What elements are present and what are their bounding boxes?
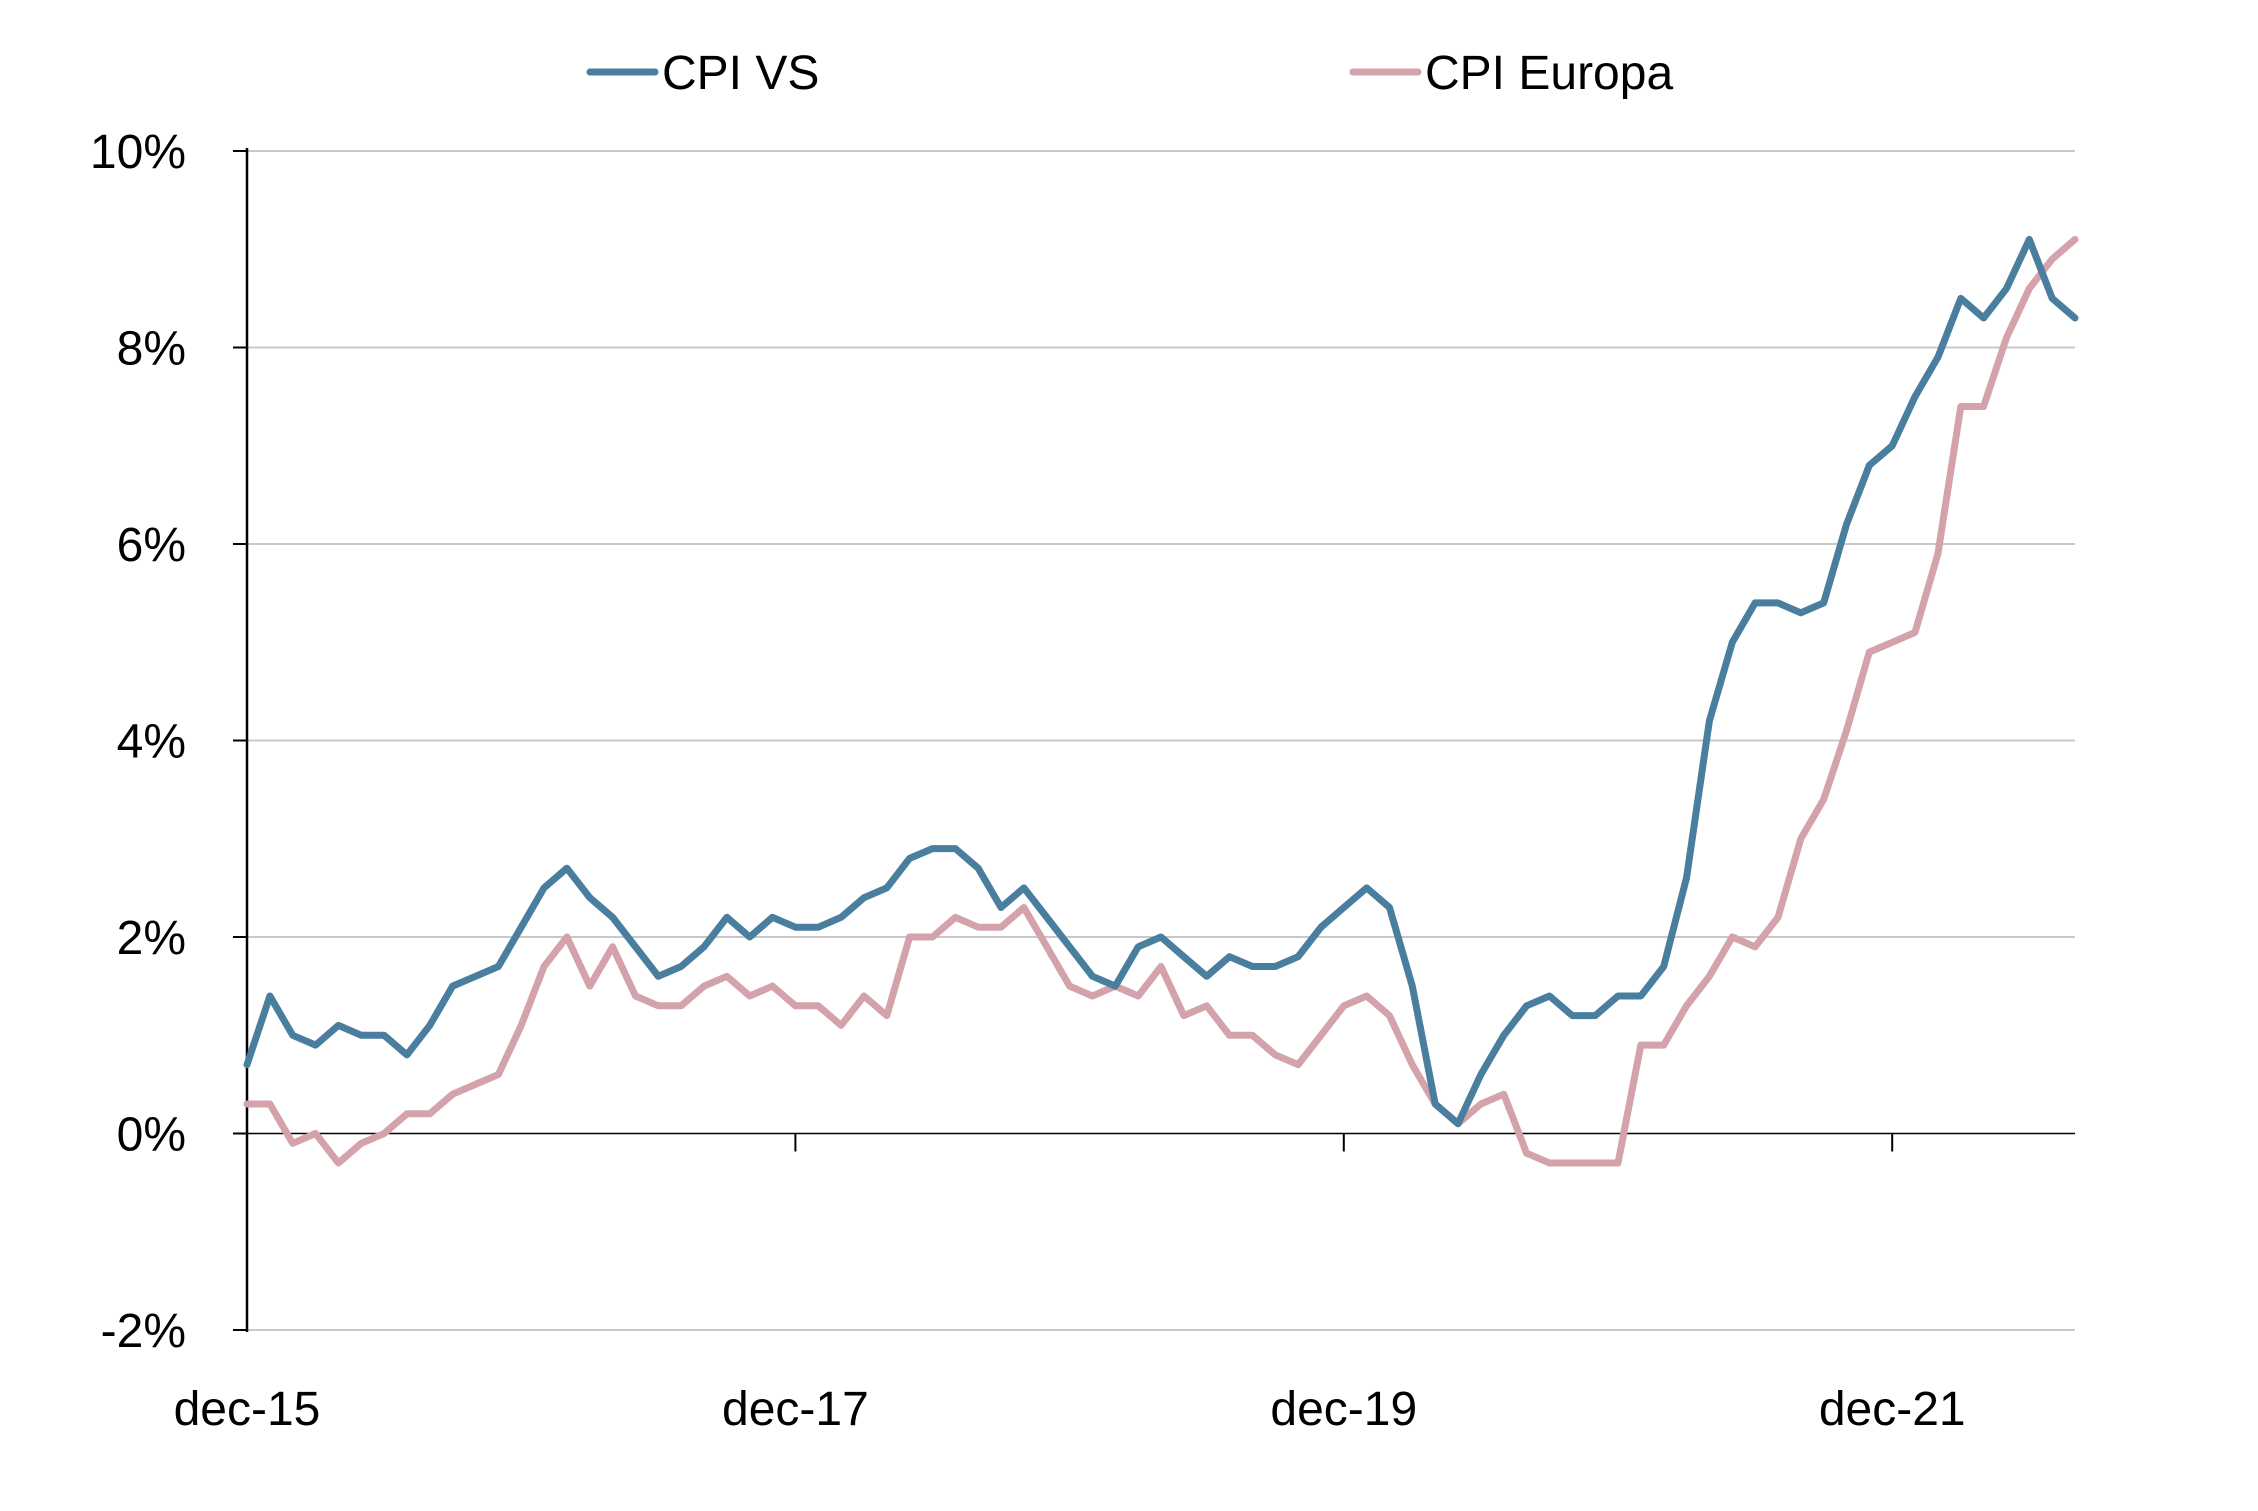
grid-lines (247, 150, 2075, 1331)
y-tick-label: 10% (90, 126, 186, 179)
x-tick-label: dec-17 (722, 1383, 869, 1436)
y-axis-ticks: -2% 0% 2% 4% 6% 8% 10% (90, 126, 247, 1358)
y-tick-label: 0% (117, 1109, 186, 1162)
series-line-cpi-europa (243, 235, 2079, 1167)
x-tick-label: dec-19 (1270, 1383, 1417, 1436)
series-line-cpi-vs (243, 235, 2079, 1128)
x-axis-ticks: dec-15 dec-17 dec-19 dec-21 (174, 1133, 1966, 1436)
y-tick-label: 6% (117, 519, 186, 572)
x-tick-label: dec-15 (174, 1383, 321, 1436)
legend: CPI VS CPI Europa (586, 47, 1673, 100)
y-tick-label: 4% (117, 716, 186, 769)
series-lines (243, 235, 2079, 1167)
y-tick-label: 2% (117, 912, 186, 965)
x-tick-label: dec-21 (1819, 1383, 1966, 1436)
y-tick-label: -2% (101, 1305, 186, 1358)
legend-label: CPI Europa (1425, 47, 1673, 100)
legend-label: CPI VS (662, 47, 819, 100)
y-tick-label: 8% (117, 323, 186, 376)
